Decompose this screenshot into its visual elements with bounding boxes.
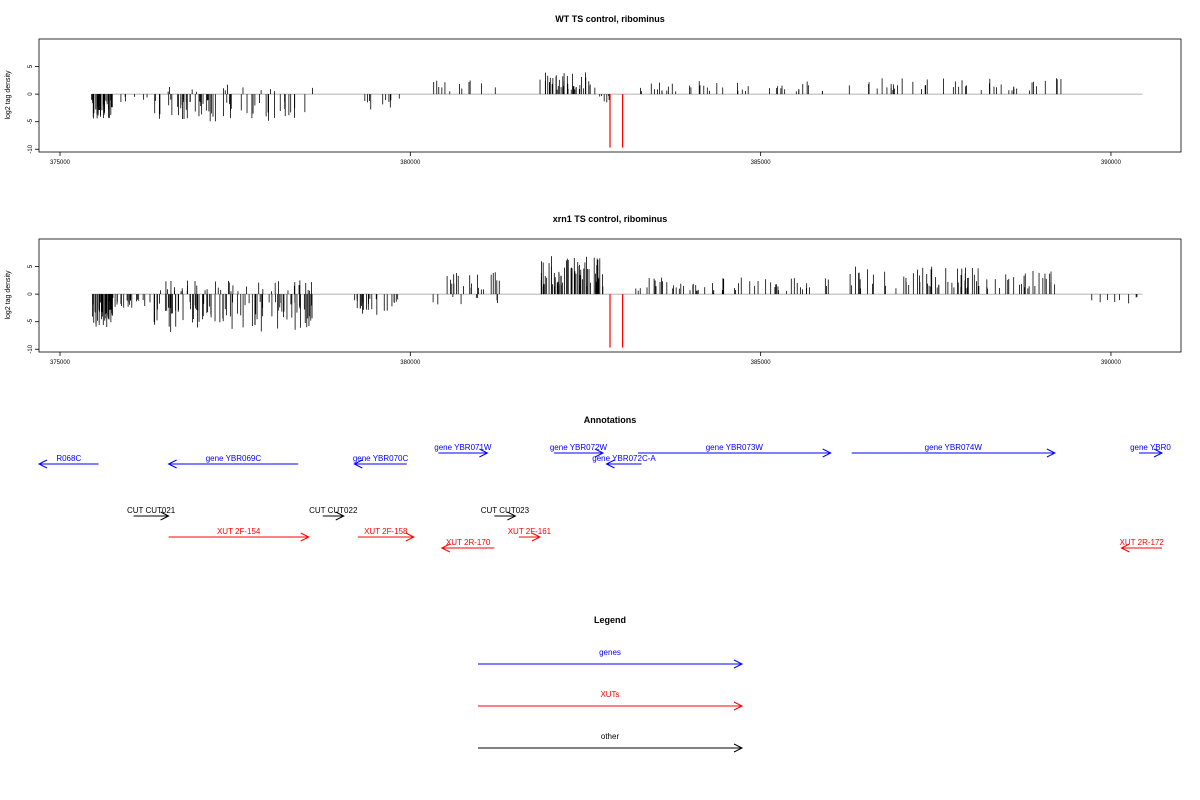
x-tick-label: 380000: [400, 360, 421, 366]
xut-label: XUT 2R-172: [1120, 538, 1165, 547]
wt-axis-ticks: 375000 380000 385000 390000 -10 -5 0 5: [28, 64, 1122, 166]
annotations-panel: Annotations R068C gene YBR069C gene YBR070…: [37, 415, 1171, 553]
xut-label: XUT 2F-158: [364, 527, 408, 536]
x-tick-label: 375000: [50, 360, 71, 366]
x-tick-label: 385000: [751, 160, 772, 166]
gene-label: gene YBR069C: [206, 454, 262, 463]
xut-arrow: XUT 2F-161: [508, 527, 552, 542]
legend-items: genes XUTs other: [478, 648, 744, 753]
xut-arrow: XUT 2R-170: [440, 538, 495, 553]
xrn1-track-title: xrn1 TS control, ribominus: [553, 214, 668, 224]
legend-label: other: [601, 732, 620, 741]
legend-label: XUTs: [600, 690, 619, 699]
gene-label: gene YBR072W: [550, 443, 608, 452]
legend-title: Legend: [594, 615, 626, 625]
gene-label: gene YBR0: [1130, 443, 1171, 452]
gene-label: gene YBR071W: [434, 443, 492, 452]
x-tick-label: 390000: [1101, 160, 1122, 166]
gene-arrow: R068C: [37, 454, 99, 469]
xrn1-track-panel: xrn1 TS control, ribominus log2 tag dens…: [5, 214, 1182, 366]
wt-y-axis-label: log2 tag density: [5, 70, 12, 120]
x-tick-label: 385000: [751, 360, 772, 366]
xrn1-data-bars: [91, 256, 1143, 348]
legend-item: other: [478, 732, 744, 753]
cut-arrow: CUT CUT022: [309, 506, 358, 521]
wt-track-panel: WT TS control, ribominus log2 tag densit…: [5, 14, 1182, 166]
xut-arrow: XUT 2F-154: [168, 527, 310, 542]
gene-label: R068C: [56, 454, 81, 463]
cut-label: CUT CUT021: [127, 506, 176, 515]
wt-track-title: WT TS control, ribominus: [555, 14, 665, 24]
y-tick-label: -10: [28, 144, 34, 153]
y-tick-label: 0: [28, 92, 34, 96]
gene-label: gene YBR072C-A: [592, 454, 656, 463]
cut-label: CUT CUT023: [481, 506, 530, 515]
gene-arrow: gene YBR072C-A: [592, 454, 656, 469]
xrn1-axis-ticks: 375000 380000 385000 390000 -10 -5 0 5: [28, 264, 1122, 366]
y-tick-label: -10: [28, 344, 34, 353]
xrn1-plot-frame: [38, 238, 1182, 353]
gene-arrow: gene YBR073W: [638, 443, 832, 458]
xut-arrow: XUT 2R-172: [1120, 538, 1165, 553]
gene-arrow: gene YBR072W: [550, 443, 608, 458]
y-tick-label: 5: [28, 264, 34, 268]
y-tick-label: 0: [28, 292, 34, 296]
legend-item: XUTs: [478, 690, 744, 711]
cut-label: CUT CUT022: [309, 506, 358, 515]
legend-label: genes: [599, 648, 621, 657]
annotations-title: Annotations: [584, 415, 637, 425]
xut-label: XUT 2R-170: [446, 538, 491, 547]
cut-arrow: CUT CUT023: [481, 506, 530, 521]
legend: Legend genes XUTs other: [478, 615, 744, 753]
gene-arrow: gene YBR0: [1130, 443, 1171, 458]
gene-label: gene YBR073W: [706, 443, 764, 452]
gene-label: gene YBR074W: [925, 443, 983, 452]
gene-arrow: gene YBR069C: [167, 454, 299, 469]
annotation-features: R068C gene YBR069C gene YBR070C gene YBR071…: [37, 443, 1171, 553]
gene-label: gene YBR070C: [353, 454, 409, 463]
y-tick-label: -5: [28, 318, 34, 324]
legend-item: genes: [478, 648, 744, 669]
gene-arrow: gene YBR070C: [353, 454, 409, 469]
xrn1-y-axis-label: log2 tag density: [5, 270, 12, 320]
y-tick-label: -5: [28, 118, 34, 124]
x-tick-label: 380000: [400, 160, 421, 166]
wt-data-bars: [91, 72, 1143, 148]
x-tick-label: 375000: [50, 160, 71, 166]
x-tick-label: 390000: [1101, 360, 1122, 366]
wt-plot-frame: [38, 38, 1182, 153]
gene-arrow: gene YBR074W: [851, 443, 1057, 458]
xut-arrow: XUT 2F-158: [357, 527, 415, 542]
gene-arrow: gene YBR071W: [434, 443, 492, 458]
xut-label: XUT 2F-154: [217, 527, 261, 536]
y-tick-label: 5: [28, 64, 34, 68]
cut-arrow: CUT CUT021: [127, 506, 176, 521]
xut-label: XUT 2F-161: [508, 527, 552, 536]
